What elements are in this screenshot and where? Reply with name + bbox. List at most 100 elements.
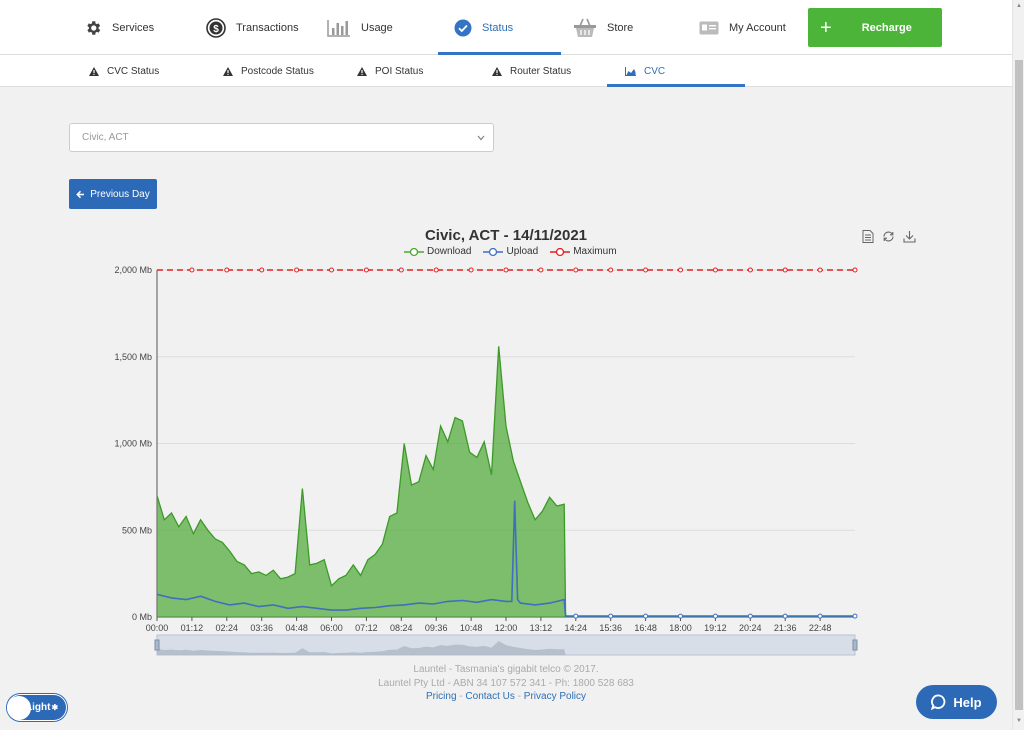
upload-point (712, 613, 718, 619)
toggle-knob (7, 696, 31, 720)
chart-title: Civic, ACT - 14/11/2021 (424, 227, 588, 244)
maximum-point (259, 267, 265, 273)
legend-item-download[interactable]: Download (404, 246, 471, 257)
nav-item-my-account[interactable]: My Account (699, 0, 786, 55)
theme-label: Light (26, 702, 51, 713)
location-select[interactable]: Civic, ACT (69, 123, 494, 152)
x-tick-label: 00:00 (146, 623, 169, 633)
x-tick-label: 15:36 (599, 623, 622, 633)
cvc-chart: 0 Mb 500 Mb 1,000 Mb 1,500 Mb 2,000 Mb 00:00 0… (114, 265, 858, 656)
recharge-label: Recharge (861, 21, 912, 34)
dollar-coin-icon: $ (206, 17, 226, 38)
tab-label: CVC Status (107, 65, 160, 77)
legend-label: Download (427, 246, 472, 257)
y-tick-label: 0 Mb (132, 612, 152, 622)
x-tick-label: 06:00 (320, 623, 343, 633)
chevron-down-icon (477, 133, 485, 146)
upload-point (608, 613, 614, 619)
check-circle-icon (454, 19, 472, 37)
download-icon[interactable] (903, 230, 916, 243)
maximum-point (503, 267, 509, 273)
refresh-icon[interactable] (882, 230, 895, 243)
privacy-policy-link[interactable]: Privacy Policy (523, 691, 587, 702)
legend-label: Maximum (573, 246, 617, 257)
x-tick-label: 09:36 (425, 623, 448, 633)
y-tick-label: 2,000 Mb (114, 265, 152, 275)
help-label: Help (953, 694, 982, 710)
zoom-handle-left[interactable] (154, 639, 160, 651)
x-tick-label: 12:00 (495, 623, 518, 633)
x-tick-label: 16:48 (634, 623, 657, 633)
nav-label: Status (482, 21, 514, 34)
plus-icon: + (820, 16, 832, 39)
tab-label: Postcode Status (241, 65, 314, 77)
pricing-link[interactable]: Pricing (425, 691, 457, 702)
contact-us-link[interactable]: Contact Us (465, 691, 515, 702)
upload-point (852, 613, 858, 619)
maximum-point (468, 267, 474, 273)
warning-icon (223, 66, 233, 76)
series-download-area (157, 346, 855, 617)
maximum-point (678, 267, 683, 273)
tab-poi-status[interactable]: POI Status (357, 55, 423, 87)
nav-item-usage[interactable]: Usage (327, 0, 393, 55)
gear-icon (84, 19, 102, 37)
nav-label: Store (607, 21, 634, 34)
id-card-icon (699, 21, 719, 35)
nav-item-transactions[interactable]: $ Transactions (206, 0, 299, 55)
upload-point (782, 613, 788, 619)
previous-day-button[interactable]: Previous Day (69, 179, 157, 209)
scroll-up-icon[interactable]: ▲ (1016, 3, 1022, 9)
legend-label: Upload (506, 246, 539, 257)
x-tick-label: 02:24 (216, 623, 239, 633)
maximum-point (189, 267, 195, 273)
data-view-icon[interactable] (862, 230, 874, 243)
maximum-point (608, 267, 614, 273)
footer-separator: - (514, 691, 524, 702)
scrollbar-thumb[interactable] (1015, 60, 1023, 710)
nav-label: Transactions (236, 21, 299, 34)
chat-bubble-icon (931, 694, 947, 710)
maximum-point (294, 267, 300, 273)
maximum-point (433, 267, 439, 273)
maximum-point (817, 267, 823, 273)
upload-point (573, 613, 579, 619)
legend-item-maximum[interactable]: Maximum (550, 246, 617, 257)
scroll-down-icon[interactable]: ▼ (1016, 718, 1022, 724)
upload-point (678, 613, 683, 619)
chart-toolbox (862, 230, 916, 243)
tab-label: Router Status (510, 65, 572, 77)
x-tick-label: 19:12 (704, 623, 727, 633)
warning-icon (357, 66, 367, 76)
maximum-point (852, 267, 858, 273)
tab-cvc[interactable]: CVC (606, 55, 746, 87)
maximum-point (398, 267, 404, 273)
series-upload-line (156, 500, 855, 617)
nav-item-store[interactable]: Store (573, 0, 633, 55)
nav-label: Usage (361, 21, 393, 34)
x-tick-label: 18:00 (669, 623, 692, 633)
help-button[interactable]: Help (916, 685, 997, 719)
basket-icon (573, 18, 597, 38)
top-navigation: Services $ Transactions Usage Status Sto… (0, 0, 1012, 55)
chart-legend: Download Upload Maximum (404, 246, 617, 257)
maximum-point (747, 267, 753, 273)
page-scrollbar[interactable]: ▲ ▼ (1012, 0, 1024, 730)
x-tick-label: 10:48 (460, 623, 483, 633)
footer-separator: - (456, 691, 466, 702)
tab-label: CVC (644, 65, 666, 77)
theme-toggle[interactable]: Light ✱ (7, 694, 67, 721)
recharge-button[interactable]: + Recharge (808, 8, 942, 47)
legend-item-upload[interactable]: Upload (483, 246, 538, 257)
tab-postcode-status[interactable]: Postcode Status (223, 55, 314, 87)
tab-cvc-status[interactable]: CVC Status (89, 55, 159, 87)
nav-item-status[interactable]: Status (438, 0, 561, 55)
tab-router-status[interactable]: Router Status (492, 55, 571, 87)
nav-item-services[interactable]: Services (84, 0, 154, 55)
upload-point (747, 613, 753, 619)
x-tick-label: 04:48 (285, 623, 308, 633)
sun-icon: ✱ (51, 703, 59, 712)
x-tick-label: 03:36 (250, 623, 273, 633)
zoom-handle-right[interactable] (852, 639, 858, 651)
warning-icon (492, 66, 502, 76)
